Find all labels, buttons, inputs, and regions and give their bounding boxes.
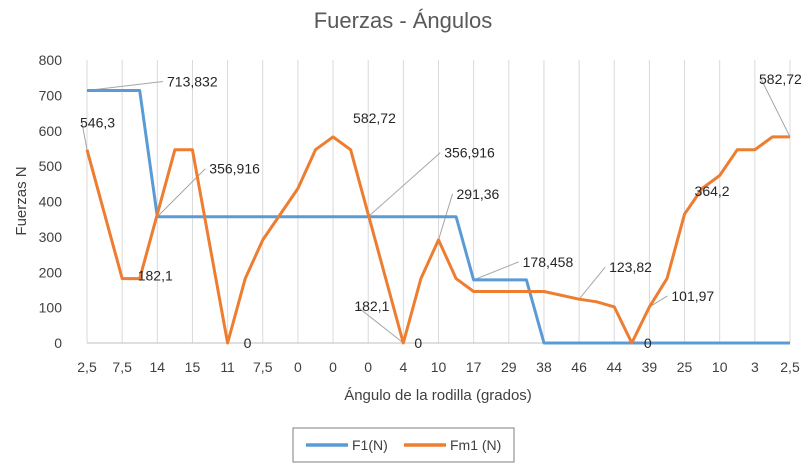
legend-label-f1: F1(N) xyxy=(352,437,388,453)
x-tick-label: 0 xyxy=(364,359,372,375)
chart-title: Fuerzas - Ángulos xyxy=(314,8,493,33)
data-label: 0 xyxy=(414,335,422,351)
leader-line xyxy=(367,152,441,218)
y-tick-label: 700 xyxy=(39,87,63,103)
data-label: 582,72 xyxy=(759,71,802,87)
x-tick-label: 46 xyxy=(571,359,587,375)
x-tick-label: 0 xyxy=(294,359,302,375)
x-tick-label: 3 xyxy=(751,359,759,375)
data-label: 178,458 xyxy=(523,254,574,270)
series-line-fm1 xyxy=(85,135,790,345)
x-tick-label: 2,5 xyxy=(77,359,97,375)
x-tick-label: 17 xyxy=(466,359,482,375)
leader-line xyxy=(760,78,791,138)
data-label: 123,82 xyxy=(609,259,652,275)
data-label: 182,1 xyxy=(138,268,173,284)
x-axis-ticks: 2,5 7,5 14 15 11 7,5 0 0 0 4 10 17 29 38 46 44 39 25 10 3 2,… xyxy=(77,359,800,375)
data-label: 713,832 xyxy=(167,73,218,89)
leader-line xyxy=(473,261,519,281)
x-tick-label: 2,5 xyxy=(780,359,800,375)
y-axis-ticks: 0 100 200 300 400 500 600 700 800 xyxy=(39,52,63,351)
data-label: 364,2 xyxy=(695,183,730,199)
data-labels: 713,832 546,3 182,1 356,916 0 582,72 356,916 18… xyxy=(80,71,802,351)
leader-line xyxy=(356,305,404,344)
leader-line xyxy=(578,266,606,300)
leader-line xyxy=(649,295,668,308)
y-tick-label: 800 xyxy=(39,52,63,68)
x-tick-label: 25 xyxy=(677,359,693,375)
x-tick-label: 39 xyxy=(642,359,658,375)
data-label: 356,916 xyxy=(209,161,260,177)
x-tick-label: 11 xyxy=(220,359,235,375)
x-tick-label: 15 xyxy=(185,359,201,375)
x-tick-label: 0 xyxy=(329,359,337,375)
leader-line xyxy=(81,122,88,150)
series-line-f1 xyxy=(87,89,790,345)
data-label: 0 xyxy=(244,335,252,351)
data-label: 101,97 xyxy=(671,288,714,304)
y-tick-label: 600 xyxy=(39,123,63,139)
x-tick-label: 7,5 xyxy=(112,359,132,375)
x-tick-label: 10 xyxy=(712,359,728,375)
data-label: 356,916 xyxy=(444,145,495,161)
x-tick-label: 10 xyxy=(431,359,447,375)
x-tick-label: 29 xyxy=(501,359,517,375)
y-tick-label: 100 xyxy=(39,300,63,316)
x-tick-label: 44 xyxy=(606,359,622,375)
y-tick-label: 0 xyxy=(54,335,62,351)
y-tick-label: 300 xyxy=(39,229,63,245)
legend: F1(N) Fm1 (N) xyxy=(292,427,515,463)
leader-line xyxy=(86,80,164,91)
legend-label-fm1: Fm1 (N) xyxy=(450,437,501,453)
x-tick-label: 38 xyxy=(536,359,552,375)
x-axis-label: Ángulo de la rodilla (grados) xyxy=(344,387,532,404)
data-label: 582,72 xyxy=(353,110,396,126)
y-tick-label: 200 xyxy=(39,264,63,280)
data-label: 546,3 xyxy=(80,115,115,131)
data-label: 291,36 xyxy=(457,186,500,202)
y-tick-label: 400 xyxy=(39,194,63,210)
y-tick-label: 500 xyxy=(39,158,63,174)
data-label: 0 xyxy=(644,335,652,351)
gridlines xyxy=(86,60,791,343)
data-label: 182,1 xyxy=(354,298,389,314)
x-tick-label: 7,5 xyxy=(253,359,273,375)
x-tick-label: 4 xyxy=(399,359,407,375)
series-lines xyxy=(85,89,790,345)
y-axis-label: Fuerzas N xyxy=(13,166,30,235)
x-tick-label: 14 xyxy=(150,359,166,375)
